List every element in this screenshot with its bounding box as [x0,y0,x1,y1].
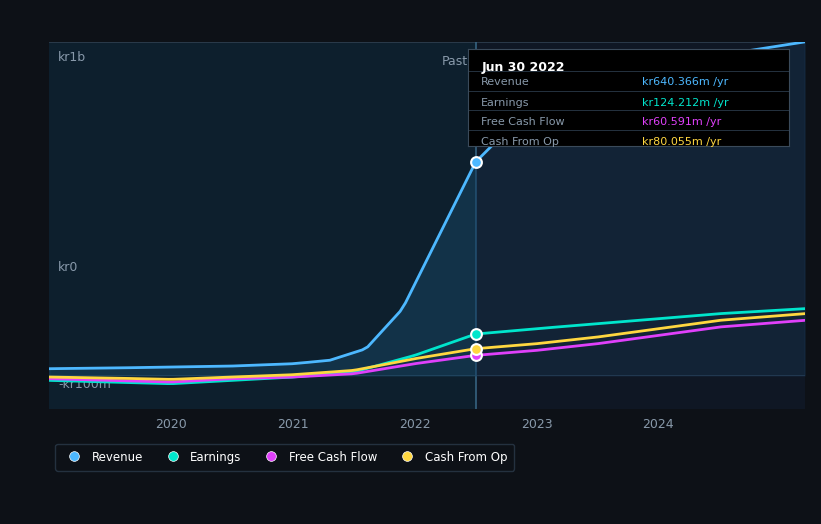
Text: kr0: kr0 [58,261,79,274]
Text: -kr100m: -kr100m [58,378,111,391]
Legend: Revenue, Earnings, Free Cash Flow, Cash From Op: Revenue, Earnings, Free Cash Flow, Cash … [55,443,514,471]
Text: Past: Past [442,55,468,68]
Text: Analysts Forecasts: Analysts Forecasts [484,55,599,68]
Point [469,330,482,338]
Bar [475,42,805,409]
Point [469,351,482,359]
Bar [49,42,475,409]
Point [469,158,482,166]
Point [469,344,482,353]
Text: kr1b: kr1b [58,51,86,64]
